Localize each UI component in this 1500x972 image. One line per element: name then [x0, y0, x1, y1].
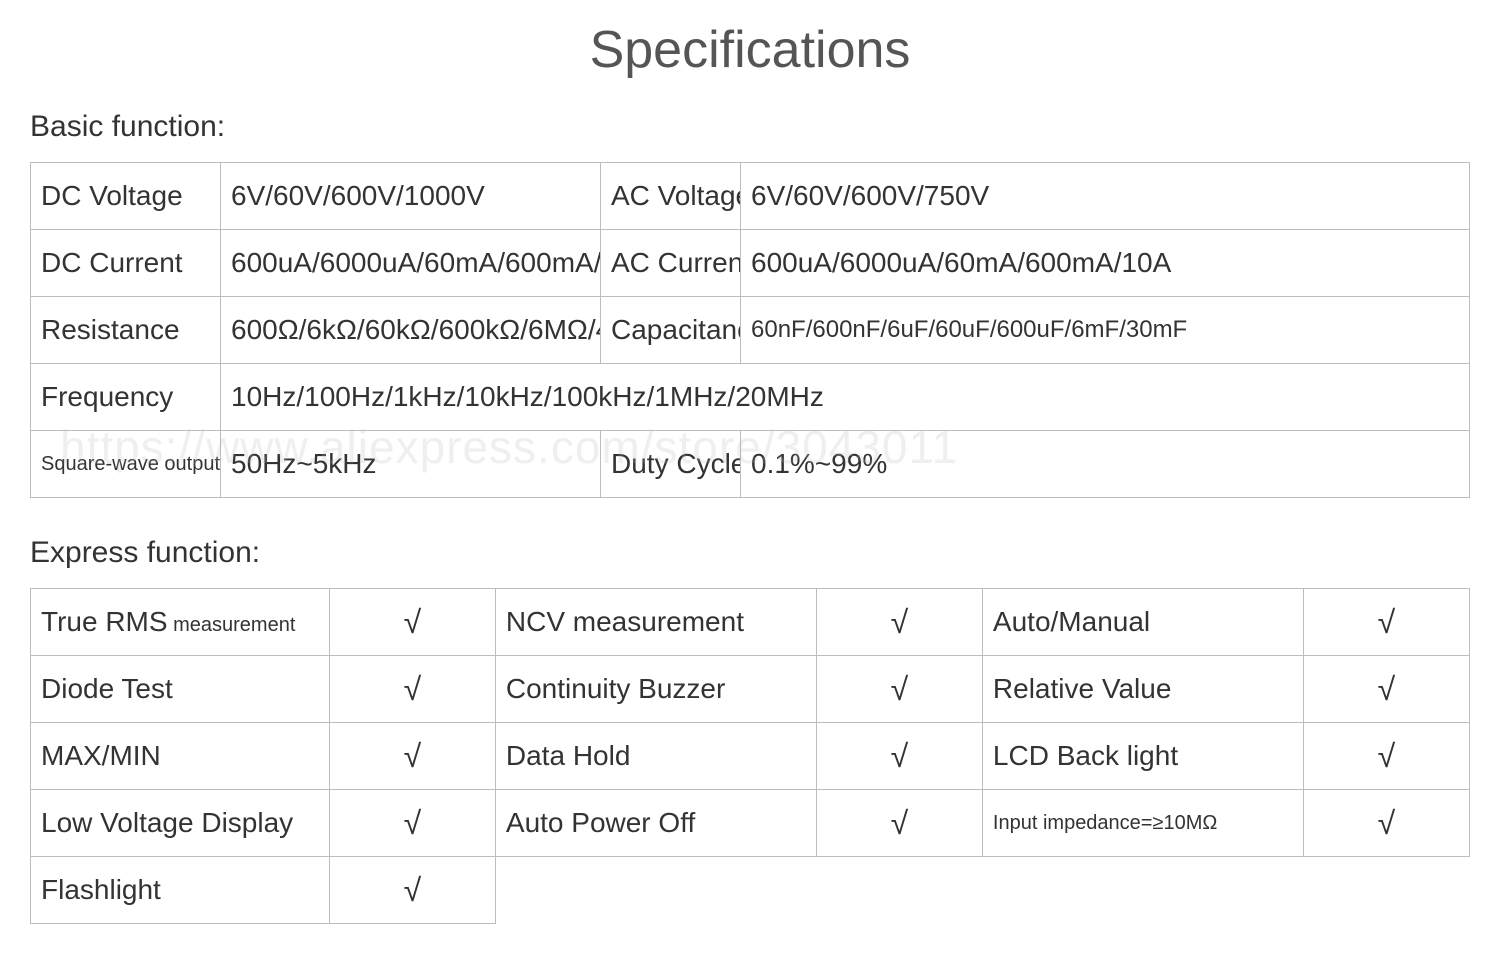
- check-icon: √: [816, 723, 982, 790]
- page-title: Specifications: [30, 20, 1470, 80]
- spec-value: 50Hz~5kHz: [221, 431, 601, 498]
- table-row: DC Voltage6V/60V/600V/1000VAC Voltage6V/…: [31, 163, 1470, 230]
- feature-label: NCV measurement: [495, 589, 816, 656]
- basic-function-table: DC Voltage6V/60V/600V/1000VAC Voltage6V/…: [30, 162, 1470, 498]
- check-icon: √: [329, 723, 495, 790]
- table-row: DC Current600uA/6000uA/60mA/600mA/10AAC …: [31, 230, 1470, 297]
- empty-cell: [1303, 857, 1469, 924]
- feature-label: Flashlight: [31, 857, 330, 924]
- empty-cell: [816, 857, 982, 924]
- spec-label: Frequency: [31, 364, 221, 431]
- feature-label: Auto Power Off: [495, 790, 816, 857]
- check-icon: √: [1303, 589, 1469, 656]
- spec-value: 600Ω/6kΩ/60kΩ/600kΩ/6MΩ/40MΩ: [221, 297, 601, 364]
- table-row: Flashlight√: [31, 857, 1470, 924]
- specifications-page: Specifications Basic function: DC Voltag…: [0, 0, 1500, 954]
- spec-label: DC Current: [31, 230, 221, 297]
- spec-label: AC Current: [601, 230, 741, 297]
- check-icon: √: [816, 790, 982, 857]
- basic-function-heading: Basic function:: [30, 110, 1470, 144]
- feature-label: LCD Back light: [982, 723, 1303, 790]
- spec-label: Capacitance: [601, 297, 741, 364]
- table-row: Resistance600Ω/6kΩ/60kΩ/600kΩ/6MΩ/40MΩCa…: [31, 297, 1470, 364]
- spec-value: 0.1%~99%: [741, 431, 1470, 498]
- spec-value: 600uA/6000uA/60mA/600mA/10A: [221, 230, 601, 297]
- table-row: MAX/MIN√Data Hold√LCD Back light√: [31, 723, 1470, 790]
- spec-value: 600uA/6000uA/60mA/600mA/10A: [741, 230, 1470, 297]
- table-row: Square-wave output50Hz~5kHzDuty Cycle0.1…: [31, 431, 1470, 498]
- table-row: Diode Test√Continuity Buzzer√Relative Va…: [31, 656, 1470, 723]
- feature-label: MAX/MIN: [31, 723, 330, 790]
- express-function-table: True RMS measurement√NCV measurement√Aut…: [30, 588, 1470, 924]
- check-icon: √: [329, 857, 495, 924]
- check-icon: √: [329, 790, 495, 857]
- check-icon: √: [816, 589, 982, 656]
- feature-label: True RMS measurement: [31, 589, 330, 656]
- spec-label: Square-wave output: [31, 431, 221, 498]
- empty-cell: [982, 857, 1303, 924]
- spec-value: 6V/60V/600V/750V: [741, 163, 1470, 230]
- express-function-heading: Express function:: [30, 536, 1470, 570]
- feature-label: Input impedance=≥10MΩ: [982, 790, 1303, 857]
- spec-label: DC Voltage: [31, 163, 221, 230]
- check-icon: √: [329, 656, 495, 723]
- check-icon: √: [1303, 656, 1469, 723]
- table-row: True RMS measurement√NCV measurement√Aut…: [31, 589, 1470, 656]
- feature-label: Diode Test: [31, 656, 330, 723]
- spec-label: Duty Cycle: [601, 431, 741, 498]
- table-row: Frequency10Hz/100Hz/1kHz/10kHz/100kHz/1M…: [31, 364, 1470, 431]
- check-icon: √: [816, 656, 982, 723]
- spec-label: AC Voltage: [601, 163, 741, 230]
- feature-label: Relative Value: [982, 656, 1303, 723]
- check-icon: √: [1303, 790, 1469, 857]
- feature-label: Data Hold: [495, 723, 816, 790]
- check-icon: √: [329, 589, 495, 656]
- empty-cell: [495, 857, 816, 924]
- table-row: Low Voltage Display√Auto Power Off√Input…: [31, 790, 1470, 857]
- spec-label: Resistance: [31, 297, 221, 364]
- spec-value: 60nF/600nF/6uF/60uF/600uF/6mF/30mF: [741, 297, 1470, 364]
- feature-label: Low Voltage Display: [31, 790, 330, 857]
- feature-label: Continuity Buzzer: [495, 656, 816, 723]
- spec-value: 10Hz/100Hz/1kHz/10kHz/100kHz/1MHz/20MHz: [221, 364, 1470, 431]
- check-icon: √: [1303, 723, 1469, 790]
- spec-value: 6V/60V/600V/1000V: [221, 163, 601, 230]
- feature-label: Auto/Manual: [982, 589, 1303, 656]
